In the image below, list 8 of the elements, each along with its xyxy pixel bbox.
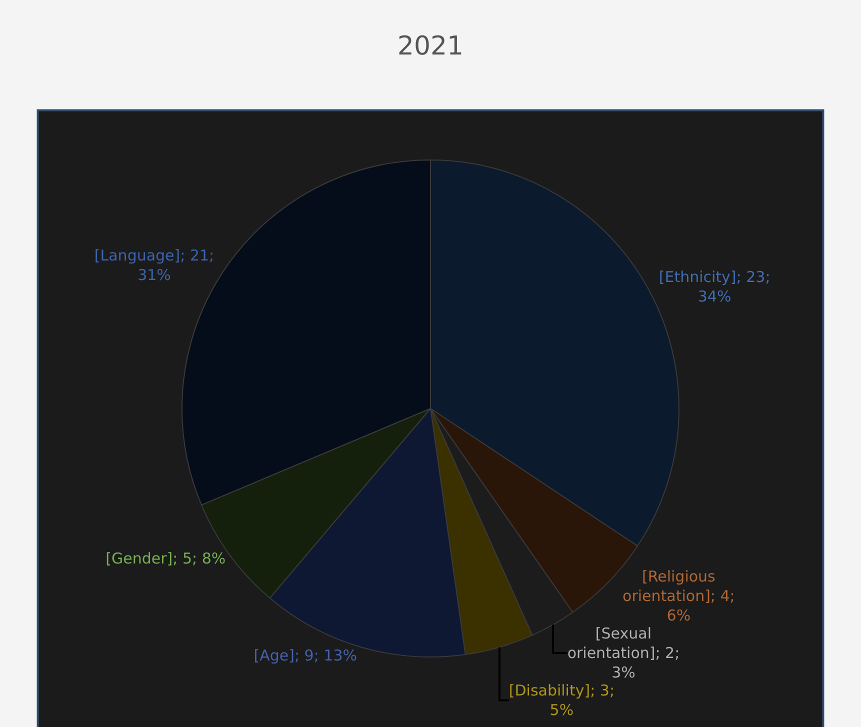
slice-label: [Age]; 9; 13% <box>254 646 358 665</box>
chart-title: 2021 <box>397 32 464 62</box>
slice-label: [Disability]; 3; 5% <box>508 682 615 720</box>
slice-label: [Religious orientation]; 4; 6% <box>622 568 735 625</box>
slice-label: [Ethnicity]; 23; 34% <box>658 268 770 306</box>
slice-label: [Language]; 21; 31% <box>94 246 214 284</box>
slice-label: [Sexual orientation]; 2; 3% <box>567 624 680 682</box>
slice-label: [Gender]; 5; 8% <box>106 550 226 568</box>
